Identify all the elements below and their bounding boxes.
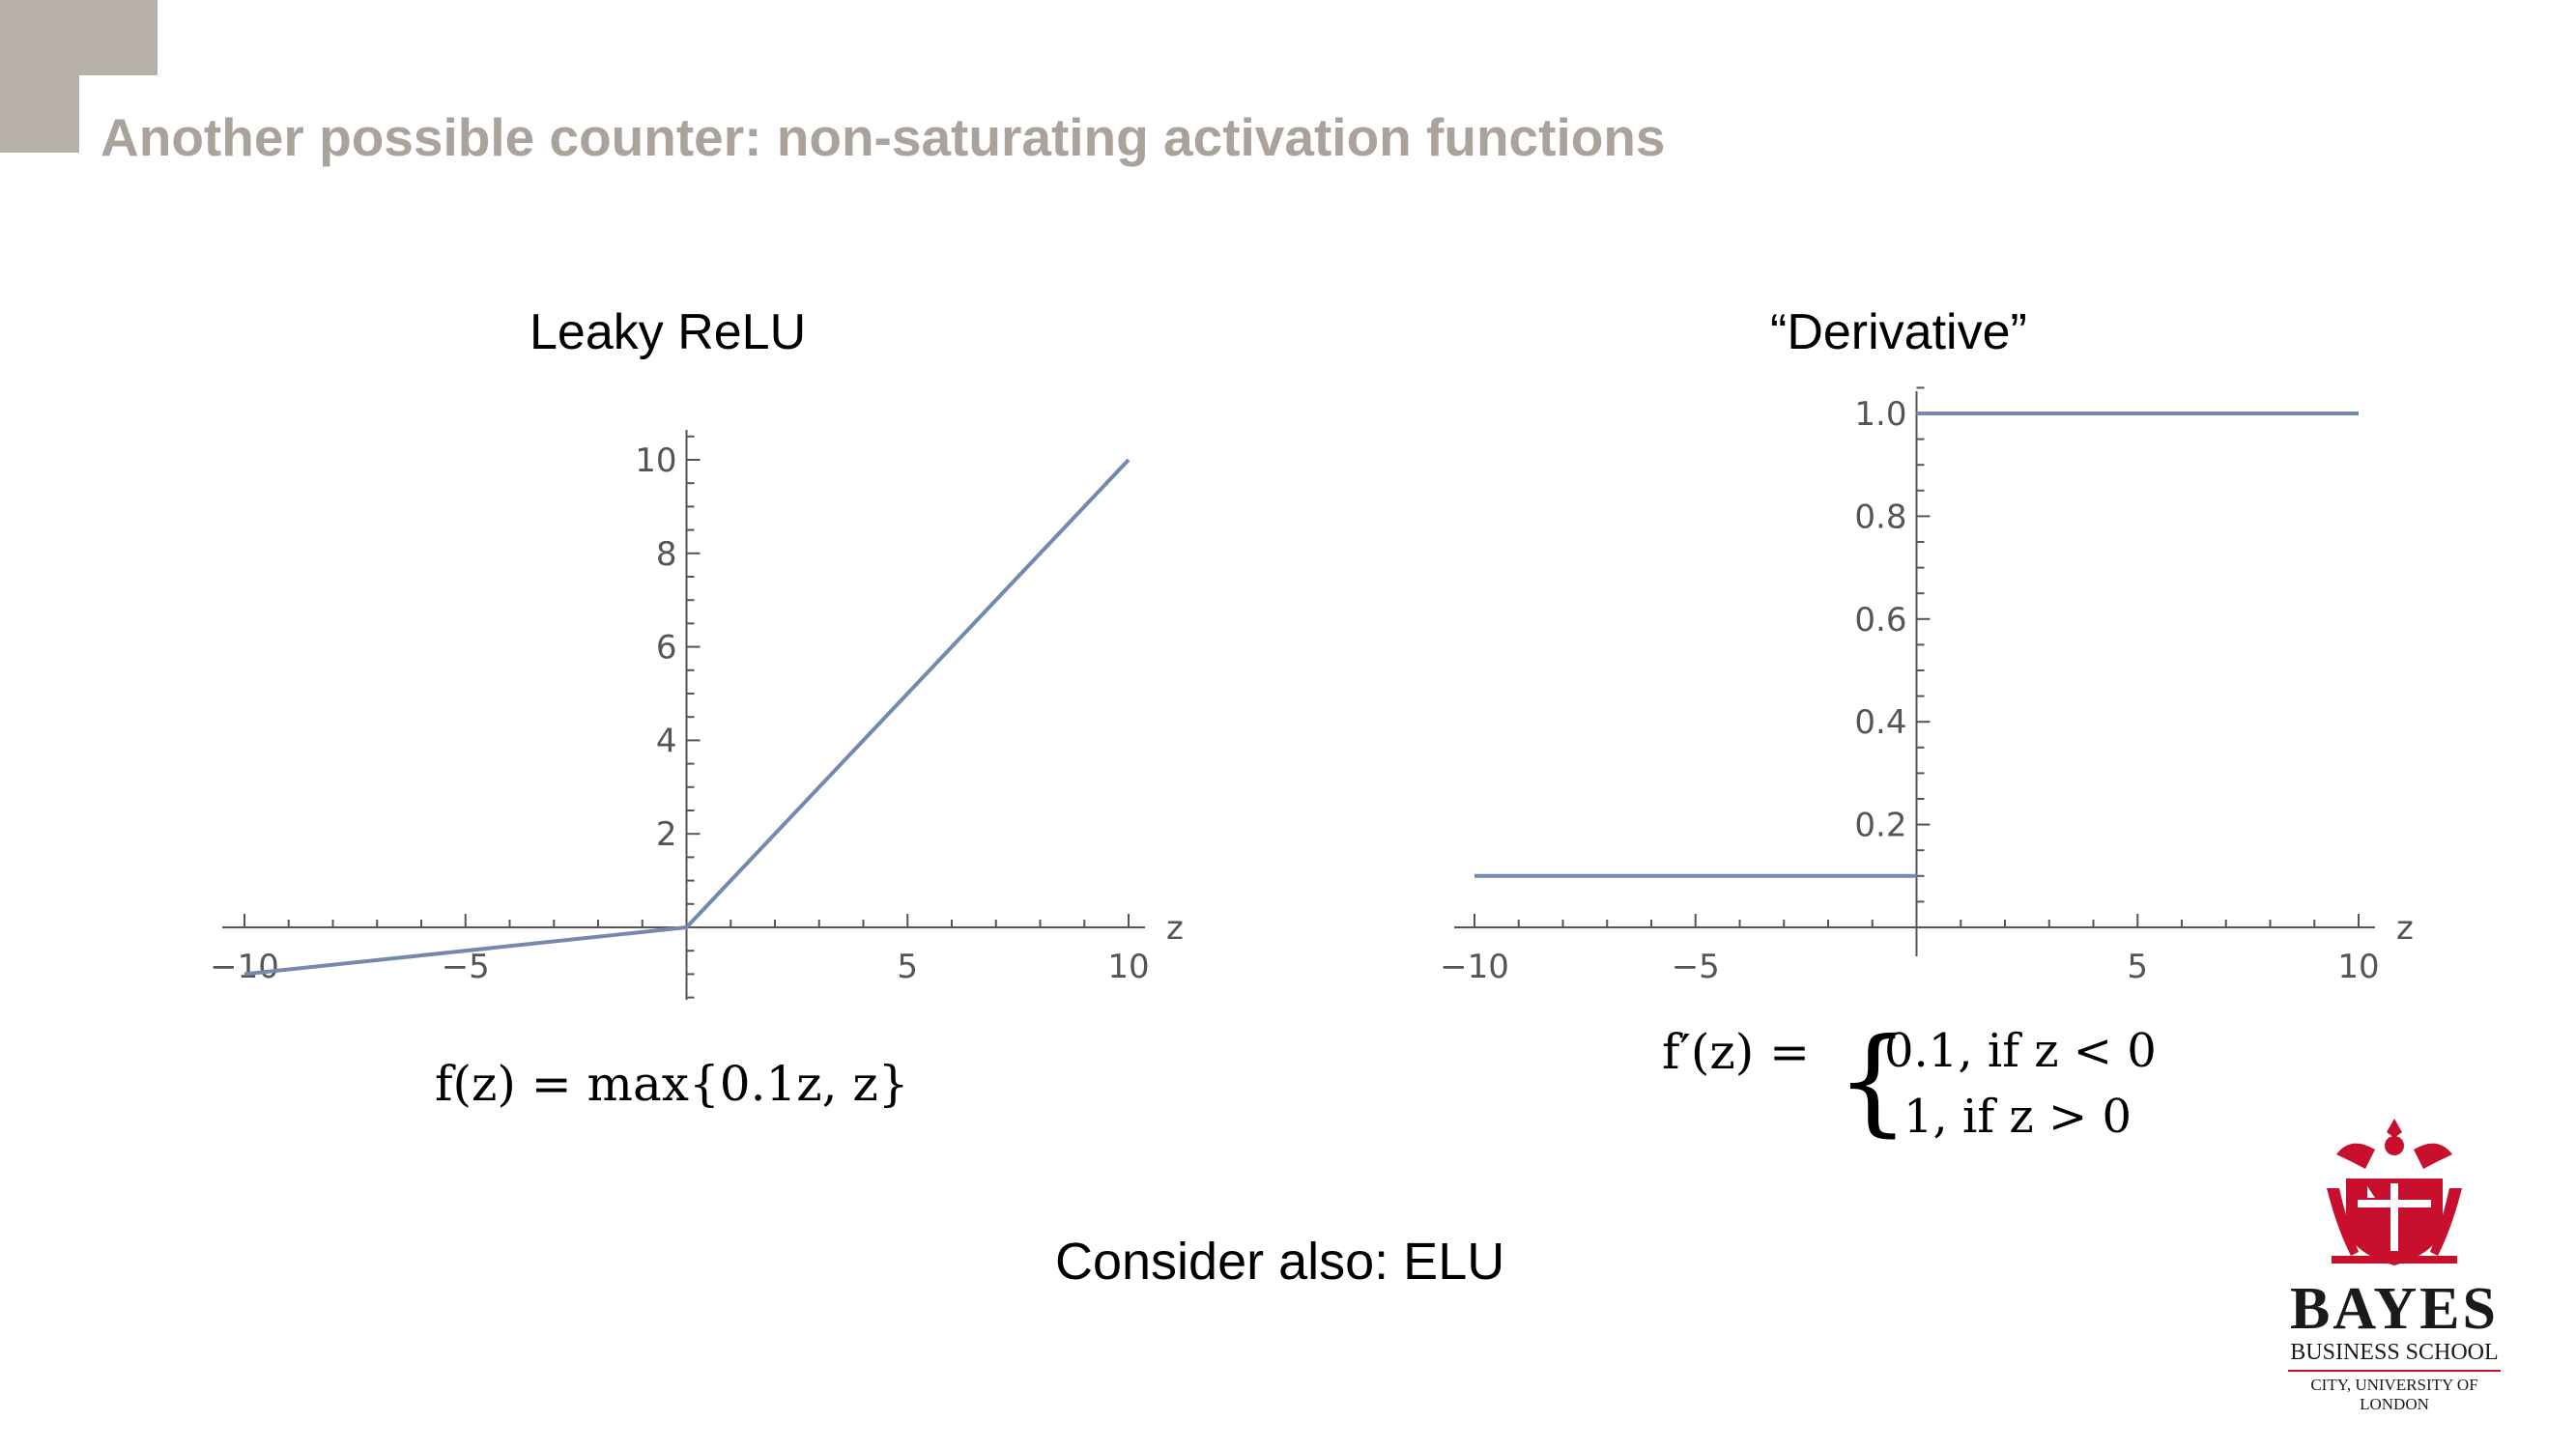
footnote: Consider also: ELU [1055, 1233, 1505, 1291]
x-axis-label: z [1166, 909, 1184, 948]
y-tick-label: 0.8 [1854, 497, 1906, 536]
logo-name: BAYES [2289, 1276, 2500, 1342]
y-tick-label: 0.4 [1854, 703, 1906, 742]
x-axis-label: z [2396, 909, 2414, 948]
logo-subtitle: BUSINESS SCHOOL [2288, 1340, 2501, 1372]
derivative-case-positive: 1, if z > 0 [1903, 1090, 2132, 1144]
derivative-case-negative: 0.1, if z < 0 [1884, 1024, 2157, 1078]
bayes-logo: BAYES BUSINESS SCHOOL CITY, UNIVERSITY O… [2288, 1111, 2501, 1414]
logo-university: CITY, UNIVERSITY OF LONDON [2310, 1376, 2478, 1413]
corner-decoration-vertical [0, 0, 79, 153]
y-tick-label: 2 [656, 815, 677, 854]
series-line-0 [243, 458, 1131, 977]
x-tick-label: −5 [1672, 948, 1720, 986]
slide-title: Another possible counter: non-saturating… [100, 107, 1666, 167]
leaky-relu-formula: f(z) = max{0.1z, z} [435, 1056, 909, 1112]
right-chart-title: “Derivative” [1770, 304, 2027, 360]
x-tick-label: 5 [897, 948, 918, 986]
x-tick-label: −10 [1440, 948, 1509, 986]
piecewise-brace: { [1836, 1014, 1910, 1149]
y-tick-label: 6 [656, 629, 677, 668]
y-tick-label: 0.6 [1854, 601, 1906, 639]
x-tick-label: −10 [210, 948, 279, 986]
y-tick-label: 1.0 [1854, 395, 1906, 434]
y-tick-label: 8 [656, 535, 677, 574]
derivative-formula-lhs: f′(z) = [1662, 1024, 1811, 1080]
x-tick-label: 10 [2337, 948, 2379, 986]
y-tick-label: 10 [635, 441, 676, 480]
y-tick-label: 4 [656, 722, 677, 760]
x-tick-label: 10 [1107, 948, 1149, 986]
x-tick-label: 5 [2127, 948, 2148, 986]
crest-icon [2327, 1119, 2462, 1265]
y-tick-label: 0.2 [1854, 807, 1906, 845]
left-chart-title: Leaky ReLU [530, 304, 807, 360]
